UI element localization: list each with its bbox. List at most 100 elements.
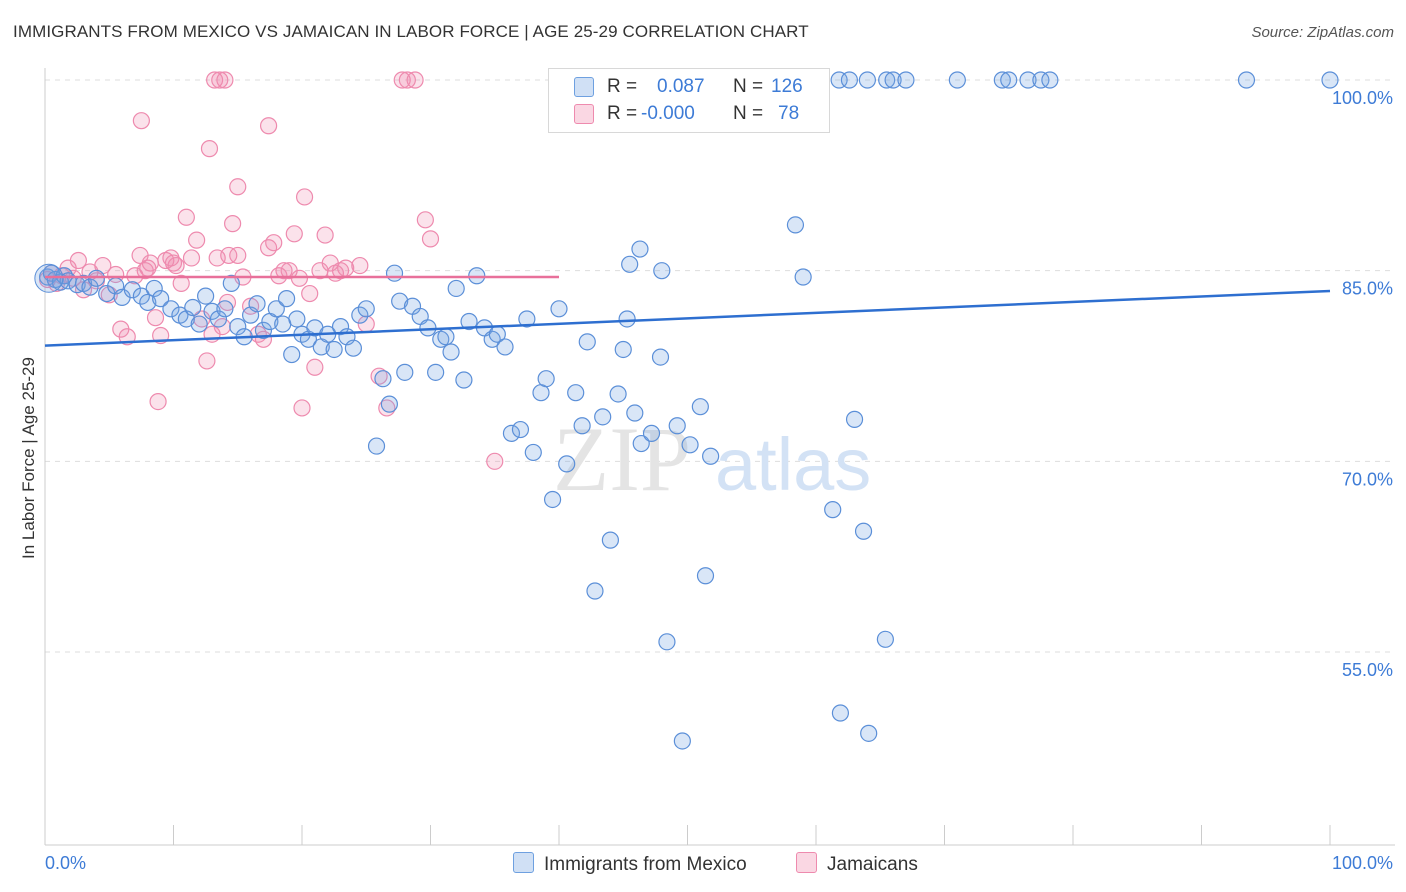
mexico-point (288, 310, 306, 328)
mexico-point (1019, 71, 1037, 89)
mexico-point (558, 455, 576, 473)
mexico-point (831, 704, 850, 722)
jamaicans-point (351, 256, 369, 275)
source-label: Source: ZipAtlas.com (1251, 24, 1394, 41)
mexico-point (824, 501, 842, 519)
legend-item-mexico[interactable]: Immigrants from Mexico (513, 852, 747, 876)
mexico-point (1032, 71, 1050, 89)
mexico-point (229, 317, 247, 336)
mexico-point (854, 522, 873, 540)
mexico-point (537, 370, 555, 388)
mexico-point (162, 300, 180, 318)
mexico-point (460, 312, 478, 331)
mexico-point (681, 436, 699, 454)
mexico-point (614, 340, 632, 359)
mexico-point (621, 255, 639, 273)
trend-lines (44, 275, 1331, 347)
watermark: ZIP atlas (553, 408, 871, 510)
mexico-point (1237, 71, 1256, 89)
mexico-point (380, 395, 398, 413)
jamaicans-point (146, 309, 165, 327)
mexico-point (794, 268, 812, 286)
mexico-point (442, 343, 460, 361)
jamaicans-point (259, 239, 278, 257)
mexico-point (419, 319, 437, 337)
stats-legend: R = 0.087 N = 126 R = -0.000 N = 78 (548, 68, 830, 133)
legend-label-jamaicans: Jamaicans (827, 854, 918, 875)
mexico-point (668, 417, 686, 435)
jamaicans-point (182, 249, 201, 267)
y-tick-label: 85.0% (1342, 279, 1393, 299)
legend-swatch-pink (796, 852, 817, 873)
mexico-point (152, 290, 170, 308)
jamaicans-point (301, 284, 319, 303)
mexico-point (1000, 71, 1018, 89)
mexico-point (511, 420, 530, 439)
legend-swatch-blue (574, 77, 594, 97)
jamaicans-point (290, 269, 309, 287)
mexico-point (385, 264, 404, 282)
mexico-point (696, 567, 715, 585)
mexico-point (1321, 71, 1339, 89)
jamaicans-point (421, 230, 440, 248)
mexico-point (897, 71, 915, 89)
jamaicans-point (337, 259, 355, 277)
mexico-point (573, 417, 591, 435)
mexico-point (277, 290, 296, 308)
mexico-point (254, 321, 273, 340)
r-value: -0.000 (641, 103, 695, 124)
mexico-point (344, 339, 362, 357)
jamaicans-point (200, 140, 219, 158)
mexico-point (653, 262, 671, 280)
mexico-point (468, 267, 486, 285)
mexico-point (948, 71, 966, 89)
mexico-point (858, 71, 877, 89)
n-label: N = (733, 76, 764, 97)
mexico-point (632, 434, 650, 453)
jamaicans-point (486, 452, 504, 470)
jamaicans-point (265, 234, 283, 252)
jamaicans-point (188, 231, 206, 249)
gridlines (45, 79, 1395, 653)
mexico-point (367, 437, 386, 455)
jamaicans-point (224, 215, 242, 233)
mexico-point (331, 317, 350, 336)
mexico-point (658, 633, 676, 651)
stats-row-jamaicans: R = -0.000 N = 78 (549, 101, 829, 127)
y-tick-label: 70.0% (1342, 469, 1393, 489)
jamaicans-point (293, 399, 311, 417)
legend-item-jamaicans[interactable]: Jamaicans (796, 852, 918, 876)
jamaicans-point (149, 392, 167, 411)
mexico-point (132, 287, 150, 305)
mexico-point (651, 348, 670, 366)
y-tick-label: 55.0% (1342, 660, 1393, 680)
mexico-point (87, 269, 106, 287)
jamaicans-point (275, 262, 293, 280)
jamaicans-point (139, 259, 157, 277)
jamaicans-point (229, 178, 247, 196)
r-label: R = (607, 103, 638, 124)
mexico-point (357, 300, 375, 318)
mexico-point (550, 300, 568, 318)
jamaicans-points (38, 71, 504, 470)
mexico-point (123, 281, 141, 299)
mexico-point (427, 363, 445, 381)
x-tick-label: 0.0% (45, 853, 86, 873)
axes (44, 68, 1395, 846)
n-label: N = (733, 103, 764, 124)
n-value: 78 (778, 103, 800, 124)
jamaicans-point (316, 226, 334, 244)
mexico-point (455, 371, 473, 389)
mexico-point (81, 278, 99, 296)
mexico-point-cluster (34, 263, 64, 293)
mexico-point (283, 345, 301, 364)
mexico-point (543, 490, 562, 509)
jamaicans-point (164, 254, 183, 272)
jamaicans-point (220, 246, 238, 265)
jamaicans-point (393, 71, 411, 89)
r-label: R = (607, 76, 638, 97)
series-legend: Immigrants from Mexico Jamaicans (0, 850, 1406, 878)
mexico-trend-line (44, 289, 1331, 347)
mexico-point (786, 216, 805, 234)
